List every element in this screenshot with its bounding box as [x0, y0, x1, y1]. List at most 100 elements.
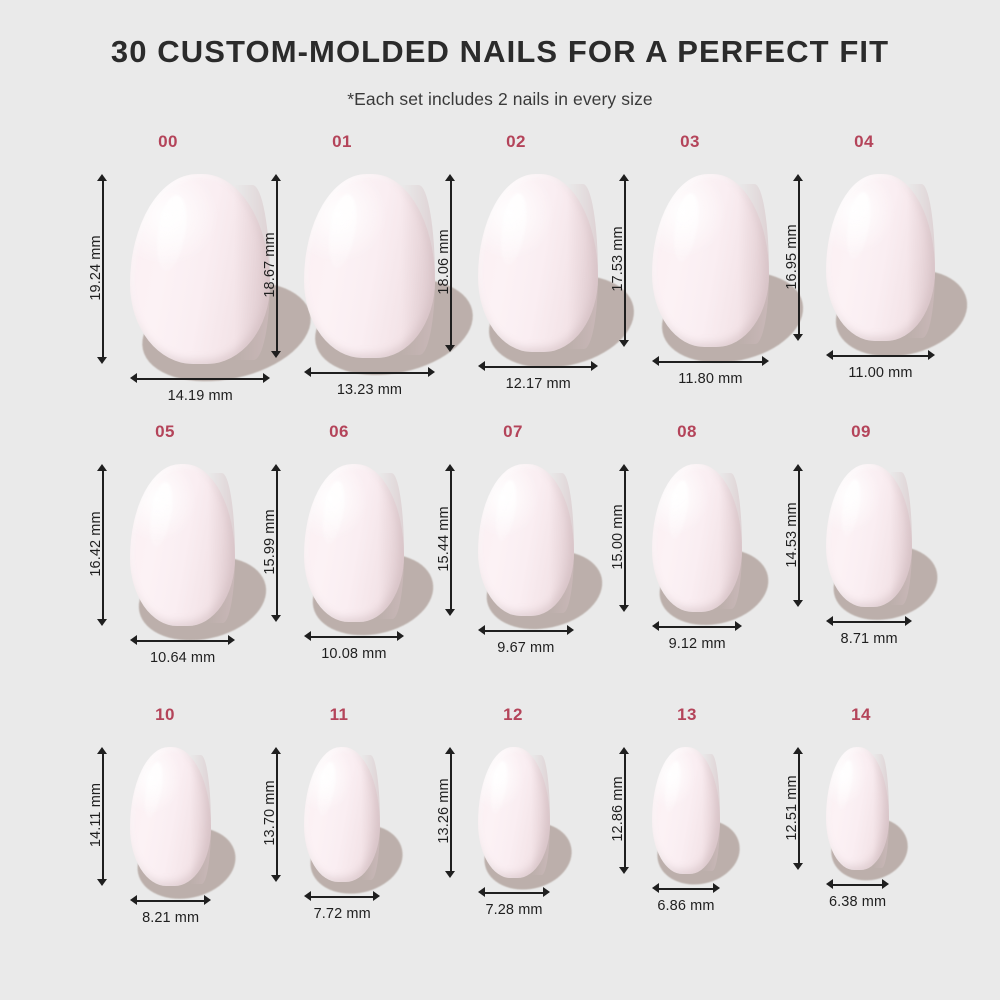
arrow-shaft [309, 635, 399, 638]
nail-size-cell: 02 18.06 mm 12.17 mm [426, 131, 643, 422]
arrow-head-down [793, 334, 803, 342]
length-measurement-label: 18.06 mm [436, 229, 452, 295]
arrow-shaft [276, 178, 278, 354]
nail-surface [478, 746, 551, 878]
nail-row: 05 16.42 mm 10.64 mm 06 15.99 mm 10.08 mm 07 15… [0, 422, 1000, 705]
nail-surface [304, 463, 404, 622]
nail-graphic [478, 463, 574, 617]
width-measurement-label: 6.86 mm [657, 897, 715, 914]
width-dimension-arrow [652, 621, 743, 632]
arrow-head-down [619, 605, 629, 613]
nail-figure: 16.42 mm 10.64 mm [78, 456, 274, 705]
nail-size-label: 00 [158, 131, 178, 151]
width-measurement-label: 14.19 mm [167, 388, 233, 405]
nail-graphic [304, 173, 435, 359]
nail-figure: 14.11 mm 8.21 mm [78, 739, 252, 955]
arrow-head-down [271, 614, 281, 622]
width-measurement-label: 10.08 mm [321, 645, 387, 662]
arrow-head-left [304, 367, 311, 378]
nail-size-cell: 00 19.24 mm 14.19 mm [78, 131, 321, 422]
nail-side-edge [567, 184, 599, 349]
nail-size-cell: 01 18.67 mm 13.23 mm [252, 132, 483, 422]
length-measurement-label: 13.70 mm [262, 780, 278, 847]
nail-size-cell: 13 12.86 mm 6.86 mm [600, 705, 774, 955]
length-dimension-arrow [619, 746, 630, 874]
arrow-head-left [478, 886, 485, 897]
arrow-head-up [271, 746, 281, 754]
length-dimension-arrow [793, 746, 804, 871]
nail-graphic [826, 746, 890, 871]
nail-gloss-highlight [838, 478, 865, 538]
width-measurement-label: 10.64 mm [150, 650, 216, 667]
arrow-head-right [566, 625, 574, 636]
nail-size-label: 02 [506, 131, 526, 151]
arrow-head-up [271, 463, 281, 471]
arrow-head-left [304, 891, 311, 902]
nail-figure: 12.86 mm 6.86 mm [600, 739, 774, 955]
nail-gloss-highlight [670, 191, 703, 264]
width-measurement-label: 7.28 mm [485, 901, 543, 918]
arrow-head-left [652, 621, 659, 632]
nail-surface [826, 463, 913, 608]
nail-size-label: 12 [503, 704, 523, 724]
arrow-shaft [309, 896, 376, 898]
length-dimension-arrow [271, 746, 282, 883]
nail-row: 00 19.24 mm 14.19 mm 01 18.67 mm 13.23 mm 02 18… [0, 132, 1000, 422]
arrow-head-left [130, 635, 137, 646]
nail-gloss-highlight [315, 760, 338, 817]
arrow-head-up [619, 173, 629, 181]
width-dimension-arrow [304, 367, 435, 378]
nail-size-label: 09 [851, 421, 871, 441]
nail-gloss-highlight [488, 760, 511, 815]
arrow-head-down [793, 600, 803, 608]
arrow-head-right [905, 616, 913, 627]
nail-surface [478, 173, 599, 353]
arrow-head-left [478, 625, 485, 636]
arrow-head-left [130, 895, 137, 906]
arrow-head-right [228, 635, 236, 646]
width-dimension-arrow [130, 895, 212, 906]
nail-graphic [130, 463, 236, 627]
nail-side-edge [360, 754, 381, 880]
arrow-head-right [396, 630, 404, 641]
length-dimension-arrow [445, 173, 456, 353]
arrow-head-up [793, 746, 803, 754]
arrow-shaft [624, 178, 626, 343]
nail-graphic [130, 746, 212, 887]
nail-size-label: 04 [854, 131, 874, 151]
nail-side-edge [207, 473, 236, 623]
nail-side-edge [531, 754, 551, 876]
length-dimension-arrow [793, 463, 804, 608]
nail-size-label: 03 [680, 131, 700, 151]
arrow-shaft [276, 751, 278, 878]
width-measurement-label: 13.23 mm [336, 382, 403, 399]
arrow-shaft [483, 891, 546, 894]
nail-size-cell: 09 14.53 mm 8.71 mm [774, 422, 948, 705]
nail-size-cell: 10 14.11 mm 8.21 mm [78, 705, 252, 955]
nail-gloss-highlight [665, 478, 692, 541]
nail-figure: 17.53 mm 11.80 mm [600, 166, 812, 422]
arrow-head-down [445, 870, 455, 878]
nail-size-label: 05 [155, 421, 175, 441]
arrow-head-up [445, 463, 455, 471]
nail-size-cell: 08 15.00 mm 9.12 mm [600, 422, 776, 705]
arrow-head-up [619, 463, 629, 471]
arrow-head-right [735, 621, 743, 632]
width-measurement-label: 7.72 mm [313, 906, 371, 923]
nail-side-edge [738, 184, 769, 344]
arrow-shaft [450, 468, 452, 612]
nail-gloss-highlight [152, 192, 191, 273]
nail-surface [826, 746, 890, 871]
length-measurement-label: 14.11 mm [88, 783, 104, 848]
nail-graphic [826, 173, 935, 342]
arrow-head-down [793, 863, 803, 871]
arrow-shaft [798, 178, 800, 337]
arrow-shaft [657, 361, 764, 363]
nail-side-edge [190, 755, 212, 884]
nail-graphic [478, 746, 551, 878]
length-measurement-label: 12.51 mm [784, 774, 800, 841]
nail-surface [652, 746, 720, 874]
arrow-shaft [135, 378, 266, 380]
width-dimension-arrow [304, 630, 404, 642]
arrow-head-right [927, 350, 935, 361]
